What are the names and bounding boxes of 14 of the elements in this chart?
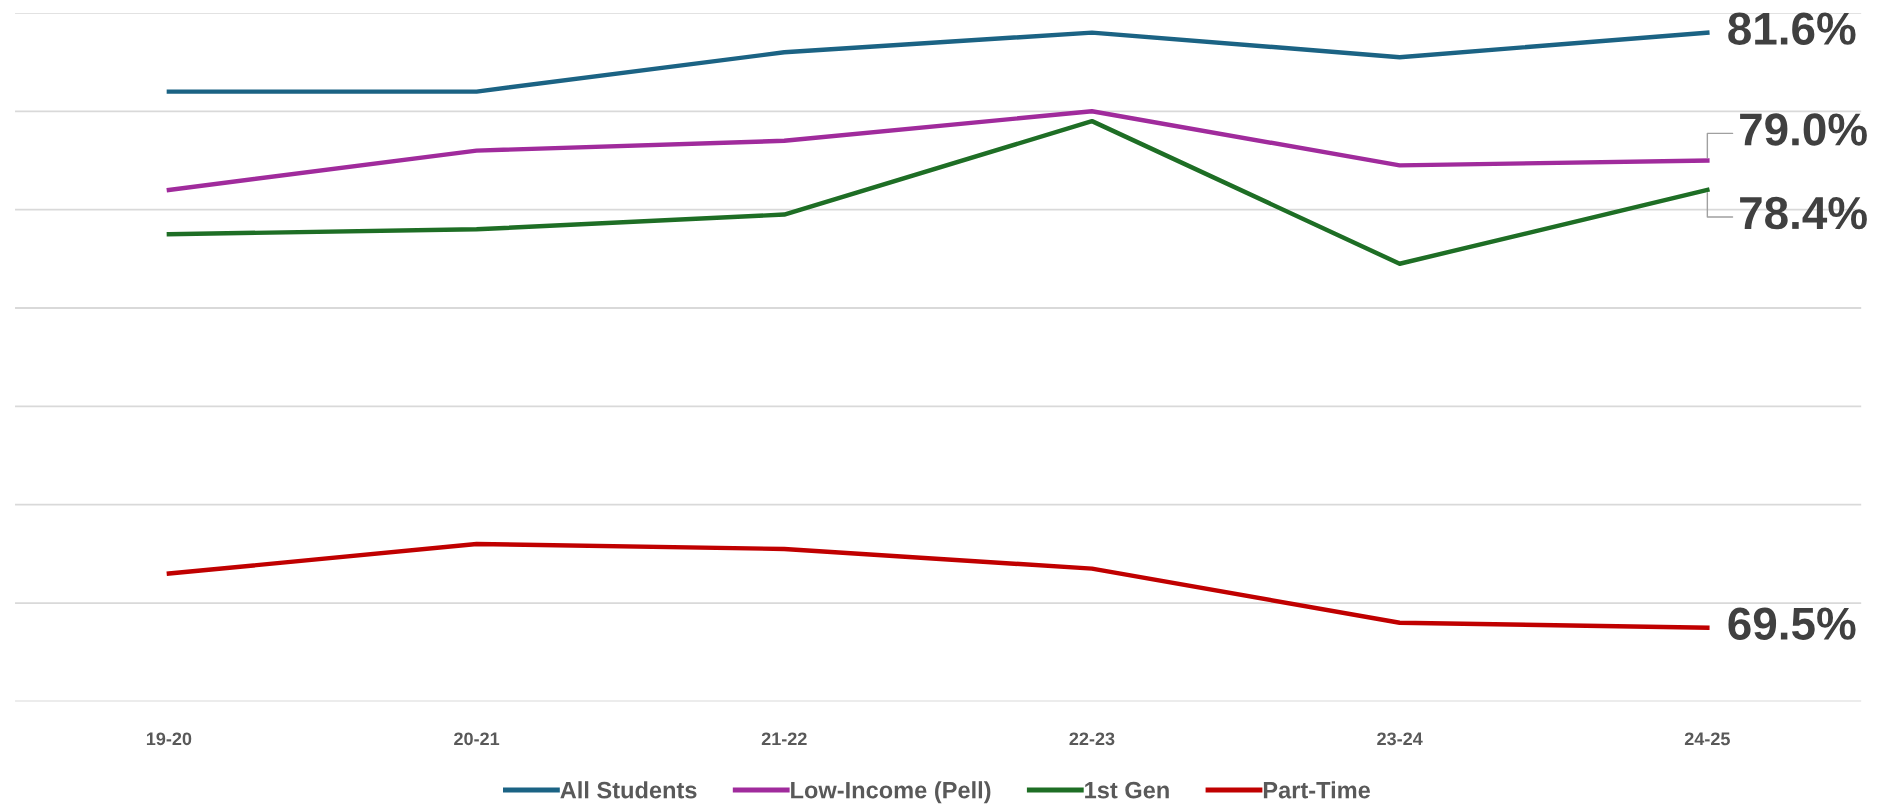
x-tick-label: 22-23 (1069, 732, 1115, 746)
legend-label: 1st Gen (1085, 781, 1169, 799)
x-tick-label: 21-22 (761, 732, 807, 746)
data-label: 78.4% (1740, 196, 1867, 230)
data-label: 69.5% (1728, 607, 1856, 640)
x-tick-label: 20-21 (454, 732, 500, 746)
legend-label: Low-Income (Pell) (791, 781, 991, 804)
data-label: 81.6% (1728, 12, 1856, 45)
legend-label: All Students (560, 781, 697, 799)
x-tick-label: 24-25 (1684, 732, 1730, 746)
x-tick-label: 23-24 (1377, 732, 1423, 746)
data-label: 79.0% (1740, 113, 1867, 146)
x-tick-label: 19-20 (146, 732, 192, 746)
legend-label: Part-Time (1263, 781, 1370, 799)
